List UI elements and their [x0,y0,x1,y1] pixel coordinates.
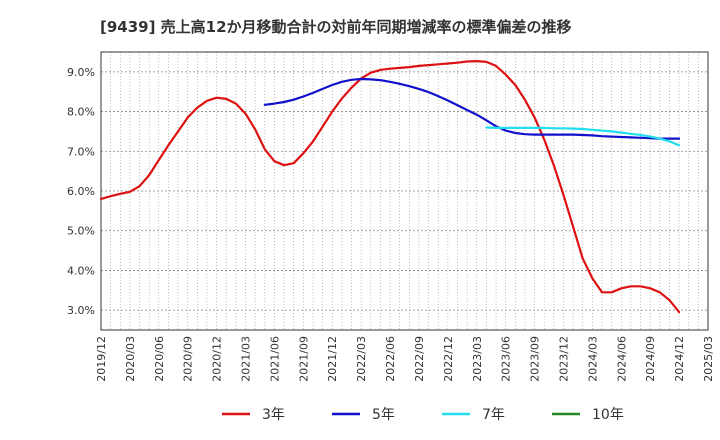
y-tick-label: 9.0% [67,66,95,79]
x-tick-label: 2020/03 [124,336,137,382]
chart-title: [9439] 売上高12か月移動合計の対前年同期増減率の標準偏差の推移 [100,18,572,36]
legend-label-1: 5年 [372,407,395,423]
x-tick-label: 2023/06 [500,336,513,382]
legend-label-0: 3年 [262,407,285,423]
y-tick-label: 8.0% [67,106,95,119]
x-tick-label: 2020/09 [182,336,195,382]
x-tick-label: 2021/06 [268,336,281,382]
x-tick-label: 2021/09 [297,336,310,382]
x-tick-label: 2024/06 [615,336,628,382]
series-line-2 [485,126,681,147]
x-tick-label: 2022/06 [384,336,397,382]
x-tick-label: 2021/12 [326,336,339,382]
x-tick-label: 2023/03 [471,336,484,382]
y-tick-label: 4.0% [67,264,95,277]
y-tick-label: 5.0% [67,225,95,238]
y-tick-label: 6.0% [67,185,95,198]
y-tick-label: 3.0% [67,304,95,317]
plot-frame [100,51,709,331]
x-tick-label: 2019/12 [95,336,108,382]
legend-label-2: 7年 [482,407,505,423]
x-tick-label: 2021/03 [240,336,253,382]
x-tick-label: 2024/03 [586,336,599,382]
series-line-1 [263,77,681,140]
plot-area [100,51,709,331]
series-line-0 [99,59,681,314]
y-tick-label: 7.0% [67,145,95,158]
x-tick-label: 2023/09 [529,336,542,382]
x-tick-label: 2025/03 [702,336,715,382]
x-tick-label: 2020/06 [153,336,166,382]
legend-label-3: 10年 [592,407,624,423]
x-tick-label: 2024/09 [644,336,657,382]
x-tick-label: 2020/12 [211,336,224,382]
x-tick-label: 2022/03 [355,336,368,382]
x-tick-label: 2024/12 [673,336,686,382]
x-tick-label: 2022/12 [442,336,455,382]
x-tick-label: 2022/09 [413,336,426,382]
x-tick-label: 2023/12 [557,336,570,382]
